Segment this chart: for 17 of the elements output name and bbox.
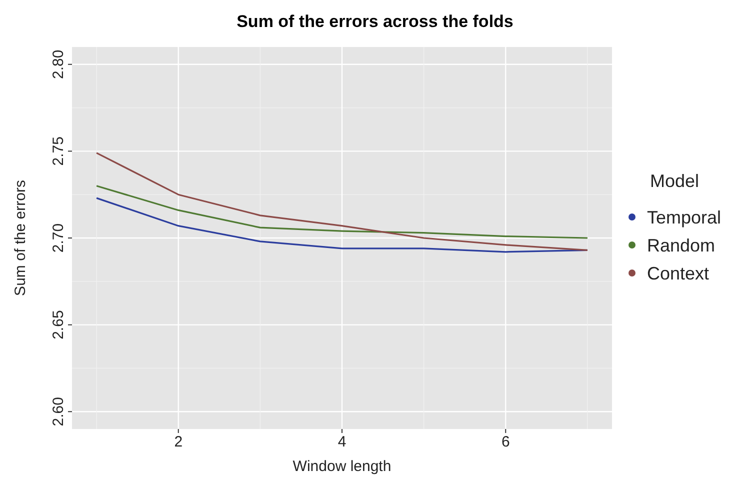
x-tick-label: 6 [501,434,510,451]
legend-title: Model [650,171,700,191]
x-tick-label: 2 [174,434,183,451]
chart-title: Sum of the errors across the folds [236,12,514,31]
x-tick-label: 4 [338,434,346,451]
x-axis-title: Window length [292,458,392,475]
line-series [96,185,588,239]
y-tick-label: 2.75 [50,136,67,166]
legend-label: Temporal [647,207,722,228]
legend-label: Random [647,235,716,256]
y-tick-label: 2.60 [50,397,67,426]
y-tick-label: 2.70 [50,223,67,253]
y-tick-label: 2.80 [50,50,67,79]
y-tick-label: 2.65 [50,310,67,340]
legend-label: Context [647,263,710,284]
y-axis-title: Sum of the errors [12,180,29,296]
line-series [96,152,588,251]
